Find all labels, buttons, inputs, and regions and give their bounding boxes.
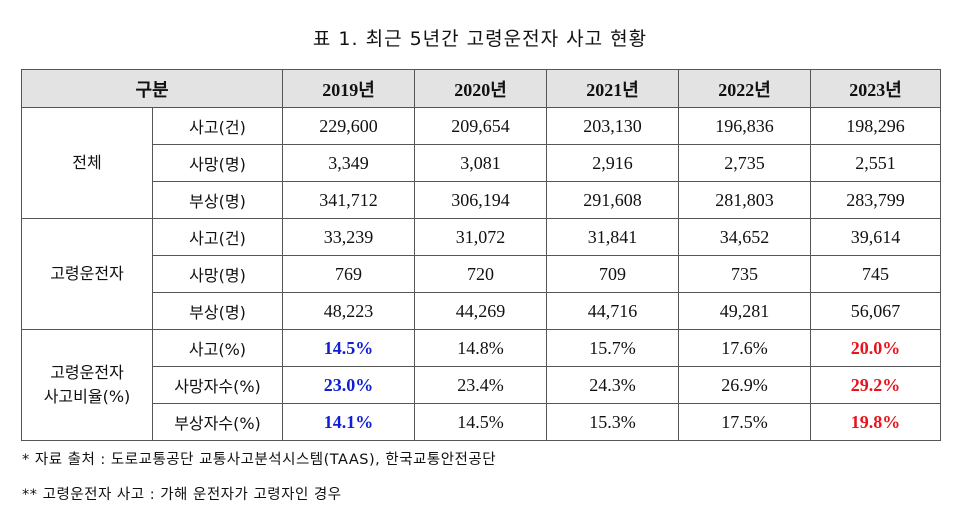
group-label-ratio-line2: 사고비율(%) [43,387,131,406]
table-cell: 291,608 [546,181,679,219]
header-category: 구분 [21,69,283,108]
table-cell: 39,614 [810,218,941,256]
metric-label: 사고(건) [152,218,283,256]
table-cell: 14.5% [414,403,547,441]
table-cell: 3,081 [414,144,547,182]
table-cell: 2,735 [678,144,811,182]
table-cell: 26.9% [678,366,811,404]
header-year: 2022년 [678,69,811,108]
table-row: 부상(명) 48,223 44,269 44,716 49,281 56,067 [22,292,941,330]
table-row: 사망(명) 769 720 709 735 745 [22,255,941,293]
table-cell: 283,799 [810,181,941,219]
table-cell: 720 [414,255,547,293]
table-cell: 203,130 [546,107,679,145]
metric-label: 사망자수(%) [152,366,283,404]
table-cell: 306,194 [414,181,547,219]
table-cell-highlight: 23.0% [282,366,415,404]
table-cell: 209,654 [414,107,547,145]
metric-label: 부상(명) [152,181,283,219]
table-cell: 23.4% [414,366,547,404]
table-title: 표 1. 최근 5년간 고령운전자 사고 현황 [312,28,648,50]
table-cell: 15.7% [546,329,679,367]
table-cell: 196,836 [678,107,811,145]
table-cell: 735 [678,255,811,293]
table-cell: 17.5% [678,403,811,441]
table-cell: 2,916 [546,144,679,182]
table-cell-highlight: 14.1% [282,403,415,441]
source-note: * 자료 출처 : 도로교통공단 교통사고분석시스템(TAAS), 한국교통안전… [22,452,497,468]
table-cell: 14.8% [414,329,547,367]
table-cell: 34,652 [678,218,811,256]
metric-label: 부상자수(%) [152,403,283,441]
metric-label: 사망(명) [152,255,283,293]
table-cell: 24.3% [546,366,679,404]
metric-label: 사망(명) [152,144,283,182]
table-cell: 33,239 [282,218,415,256]
table-row: 고령운전자 사고비율(%) 사고(%) 14.5% 14.8% 15.7% 17… [21,329,941,441]
table-cell: 3,349 [282,144,415,182]
table-cell: 709 [546,255,679,293]
table-cell: 15.3% [546,403,679,441]
table-row: 고령운전자 사고(건) 33,239 31,072 31,841 34,652 … [21,218,941,330]
table-cell: 769 [282,255,415,293]
metric-label: 부상(명) [152,292,283,330]
table-cell: 44,269 [414,292,547,330]
table-cell: 48,223 [282,292,415,330]
group-label-total: 전체 [21,107,153,219]
table-cell: 341,712 [282,181,415,219]
header-year: 2020년 [414,69,547,108]
table-cell: 44,716 [546,292,679,330]
header-row: 구분 2019년 2020년 2021년 2022년 2023년 [21,69,941,108]
group-label-ratio-line1: 고령운전자 [50,363,124,382]
table-cell: 229,600 [282,107,415,145]
accident-table: 구분 2019년 2020년 2021년 2022년 2023년 전체 사고(건… [21,69,941,441]
table-cell: 31,841 [546,218,679,256]
table-cell-highlight: 14.5% [282,329,415,367]
table-cell-highlight: 19.8% [810,403,941,441]
table-row: 부상자수(%) 14.1% 14.5% 15.3% 17.5% 19.8% [22,403,941,441]
table-row: 부상(명) 341,712 306,194 291,608 281,803 28… [22,181,941,219]
table-cell: 198,296 [810,107,941,145]
definition-note: ** 고령운전자 사고 : 가해 운전자가 고령자인 경우 [22,487,342,503]
table-cell: 31,072 [414,218,547,256]
table-row: 사망자수(%) 23.0% 23.4% 24.3% 26.9% 29.2% [22,366,941,404]
table-cell: 49,281 [678,292,811,330]
group-label-elderly: 고령운전자 [21,218,153,330]
header-year: 2019년 [282,69,415,108]
table-cell-highlight: 20.0% [810,329,941,367]
table-row: 전체 사고(건) 229,600 209,654 203,130 196,836… [21,107,941,219]
group-label-ratio: 고령운전자 사고비율(%) [21,329,153,441]
metric-label: 사고(건) [152,107,283,145]
table-cell: 281,803 [678,181,811,219]
table-cell: 56,067 [810,292,941,330]
metric-label: 사고(%) [152,329,283,367]
header-year: 2021년 [546,69,679,108]
table-cell-highlight: 29.2% [810,366,941,404]
table-row: 사망(명) 3,349 3,081 2,916 2,735 2,551 [22,144,941,182]
table-cell: 745 [810,255,941,293]
table-cell: 2,551 [810,144,941,182]
table-cell: 17.6% [678,329,811,367]
header-year: 2023년 [810,69,941,108]
